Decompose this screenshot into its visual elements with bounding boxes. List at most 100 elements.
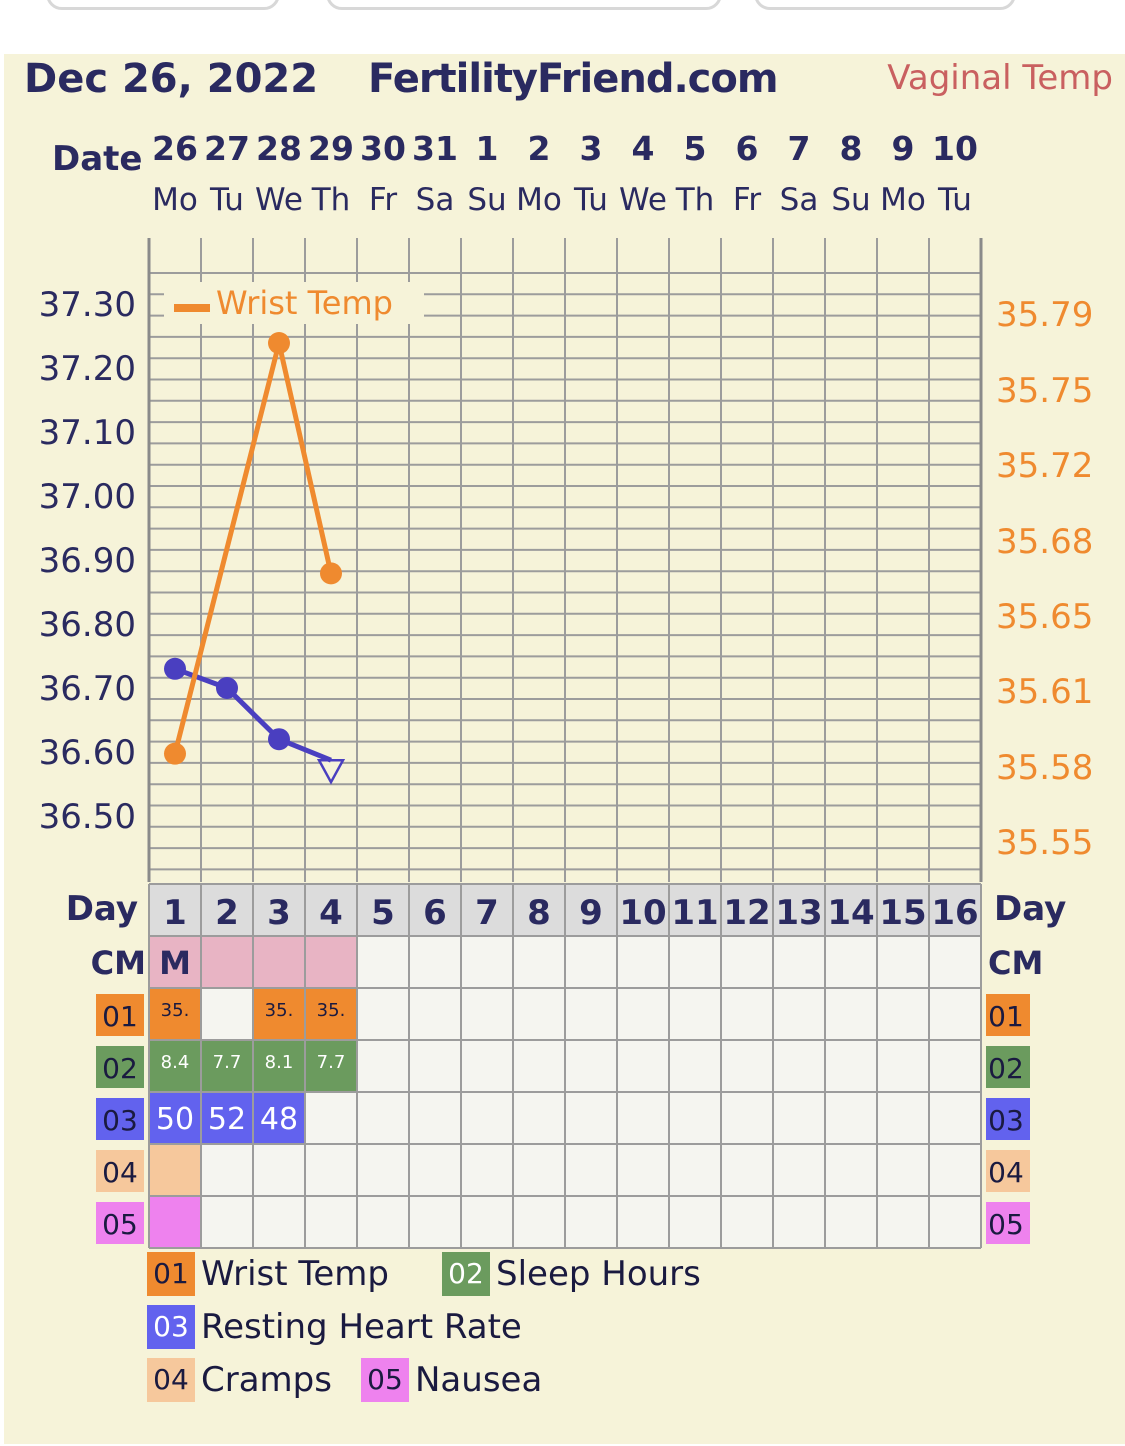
custom-cell (773, 1040, 825, 1092)
custom-cell-value: 7.7 (317, 1052, 346, 1073)
weekday-label: Su (831, 182, 870, 218)
y-right-tick: 35.68 (996, 522, 1093, 562)
day-number: 4 (319, 893, 343, 933)
day-number: 1 (163, 893, 187, 933)
custom-code-right-bg (986, 1202, 1030, 1244)
day-number: 14 (827, 893, 874, 933)
day-number: 5 (371, 893, 395, 933)
custom-cell (825, 1092, 877, 1144)
custom-code-left: 03 (102, 1104, 138, 1137)
legend-label: Cramps (201, 1360, 332, 1400)
custom-cell (669, 1196, 721, 1248)
custom-cell (305, 1040, 357, 1092)
custom-cell (461, 1144, 513, 1196)
custom-code-left-bg (96, 994, 144, 1036)
custom-cell (877, 1196, 929, 1248)
day-number: 16 (931, 893, 978, 933)
custom-cell (929, 1196, 981, 1248)
custom-cell (617, 1092, 669, 1144)
custom-cell (721, 1196, 773, 1248)
date-label: 9 (892, 129, 915, 168)
weekday-label: Th (675, 182, 715, 218)
custom-code-left: 05 (102, 1208, 138, 1241)
cm-cell (253, 936, 305, 988)
custom-cell (513, 1040, 565, 1092)
custom-cell (877, 988, 929, 1040)
custom-cell (201, 1092, 253, 1144)
cm-cell (513, 936, 565, 988)
custom-cell (409, 1144, 461, 1196)
data-point (216, 677, 238, 699)
day-number: 6 (423, 893, 447, 933)
date-label: 30 (360, 129, 406, 168)
custom-cell (565, 1040, 617, 1092)
custom-cell (929, 1092, 981, 1144)
custom-cell (305, 1144, 357, 1196)
legend-code: 02 (442, 1252, 490, 1296)
custom-cell (357, 988, 409, 1040)
custom-code-left-bg (96, 1098, 144, 1140)
custom-cell-value: 7.7 (213, 1052, 242, 1073)
custom-cell (877, 1092, 929, 1144)
cm-cell (825, 936, 877, 988)
custom-cell (721, 988, 773, 1040)
custom-cell (773, 988, 825, 1040)
custom-code-right-bg (986, 1046, 1030, 1088)
cm-cell (617, 936, 669, 988)
custom-cell (357, 1092, 409, 1144)
cm-cell (201, 936, 253, 988)
custom-cell (773, 1092, 825, 1144)
custom-code-right: 04 (988, 1156, 1024, 1189)
y-right-tick: 35.65 (996, 597, 1093, 637)
date-label: 8 (840, 129, 863, 168)
legend-item: 01 Wrist Temp (147, 1252, 389, 1296)
custom-cell (669, 1144, 721, 1196)
custom-cell (617, 1196, 669, 1248)
custom-cell (201, 988, 253, 1040)
custom-cell (617, 1144, 669, 1196)
custom-cell (305, 988, 357, 1040)
custom-code-left: 04 (102, 1156, 138, 1189)
y-right-tick: 35.55 (996, 823, 1093, 863)
custom-cell (877, 1040, 929, 1092)
date-label: 31 (412, 129, 458, 168)
custom-cell (461, 988, 513, 1040)
custom-cell (877, 1144, 929, 1196)
date-label: 10 (932, 129, 978, 168)
day-number: 12 (723, 893, 770, 933)
custom-cell (565, 988, 617, 1040)
custom-code-right: 03 (988, 1104, 1024, 1137)
weekday-label: Th (311, 182, 351, 218)
custom-code-right: 05 (988, 1208, 1024, 1241)
custom-code-right-bg (986, 1150, 1030, 1192)
weekday-label: Tu (937, 182, 972, 218)
custom-cell (825, 988, 877, 1040)
custom-code-right-bg (986, 994, 1030, 1036)
data-point (268, 332, 290, 355)
custom-code-right: 02 (988, 1052, 1024, 1085)
cm-cell (877, 936, 929, 988)
custom-cell (409, 988, 461, 1040)
day-row-label-left: Day (66, 889, 138, 929)
date-label: 29 (308, 129, 354, 168)
custom-cell (305, 1196, 357, 1248)
weekday-label: Tu (573, 182, 608, 218)
y-left-tick: 36.60 (39, 733, 136, 773)
custom-cell (929, 988, 981, 1040)
custom-cell-value: 48 (260, 1102, 298, 1137)
custom-cell (929, 1144, 981, 1196)
custom-cell (409, 1196, 461, 1248)
custom-cell (149, 1196, 201, 1248)
custom-cell-value: 52 (208, 1102, 246, 1137)
custom-cell (721, 1040, 773, 1092)
y-right-tick: 35.75 (996, 371, 1093, 411)
custom-cell-value: 8.1 (265, 1052, 294, 1073)
custom-cell-value: 35. (265, 1000, 294, 1021)
custom-cell (149, 1092, 201, 1144)
legend-label: Nausea (415, 1360, 543, 1400)
custom-code-right-bg (986, 1098, 1030, 1140)
date-label: 4 (632, 129, 655, 168)
cm-row-label-right: CM (988, 944, 1043, 982)
custom-cell-value: 50 (156, 1102, 194, 1137)
custom-cell (513, 1092, 565, 1144)
